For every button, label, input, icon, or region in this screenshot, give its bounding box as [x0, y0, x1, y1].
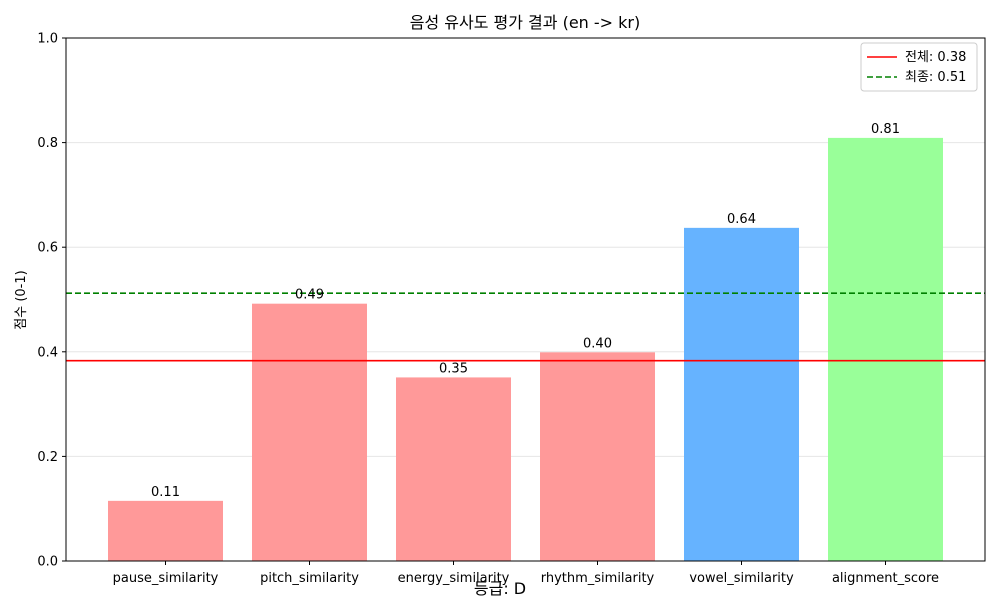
y-tick-label: 0.6 — [37, 241, 58, 256]
legend-box — [860, 42, 978, 92]
bar-value-label: 0.49 — [295, 288, 324, 303]
grade-text: 등급: D — [474, 579, 526, 598]
bar-value-labels: 0.11 0.49 0.35 0.40 0.64 0.81 — [151, 122, 900, 500]
y-tick-label: 0.8 — [37, 136, 58, 151]
bar-value-label: 0.11 — [151, 485, 180, 500]
x-tick-label: pitch_similarity — [260, 571, 359, 586]
bar-pause_similarity — [108, 500, 223, 561]
y-axis-label: 점수 (0-1) — [14, 270, 29, 329]
bar-pitch_similarity — [252, 303, 367, 561]
y-tick-label: 0.4 — [37, 345, 58, 360]
legend-label-final: 최종: 0.51 — [905, 70, 966, 85]
x-tick-label: vowel_similarity — [689, 571, 794, 586]
reference-lines-layer — [66, 292, 985, 362]
y-axis: 0.0 0.2 0.4 0.6 0.8 1.0 — [37, 32, 66, 570]
y-tick-label: 0.2 — [37, 450, 58, 465]
bar-rhythm_similarity — [540, 352, 655, 561]
bar-energy_similarity — [396, 377, 511, 561]
bar-value-label: 0.64 — [727, 212, 756, 227]
bar-vowel_similarity — [684, 227, 799, 561]
y-tick-label: 0.0 — [37, 555, 58, 570]
y-tick-label: 1.0 — [37, 32, 58, 47]
x-tick-label: rhythm_similarity — [541, 571, 655, 586]
bar-alignment_score — [828, 137, 943, 561]
x-axis: pause_similarity pitch_similarity energy_s… — [113, 561, 939, 586]
plot-frame — [65, 37, 986, 562]
x-tick-label: energy_similarity — [398, 571, 510, 586]
bars-layer — [108, 137, 943, 561]
x-tick-label: pause_similarity — [113, 571, 219, 586]
legend-label-overall: 전체: 0.38 — [905, 50, 966, 65]
bar-value-label: 0.40 — [583, 336, 612, 351]
chart-title: 음성 유사도 평가 결과 (en -> kr) — [410, 13, 641, 32]
bar-value-label: 0.81 — [871, 122, 900, 137]
bar-value-label: 0.35 — [439, 361, 468, 376]
legend: 전체: 0.38 최종: 0.51 — [860, 42, 978, 92]
x-tick-label: alignment_score — [832, 571, 939, 586]
